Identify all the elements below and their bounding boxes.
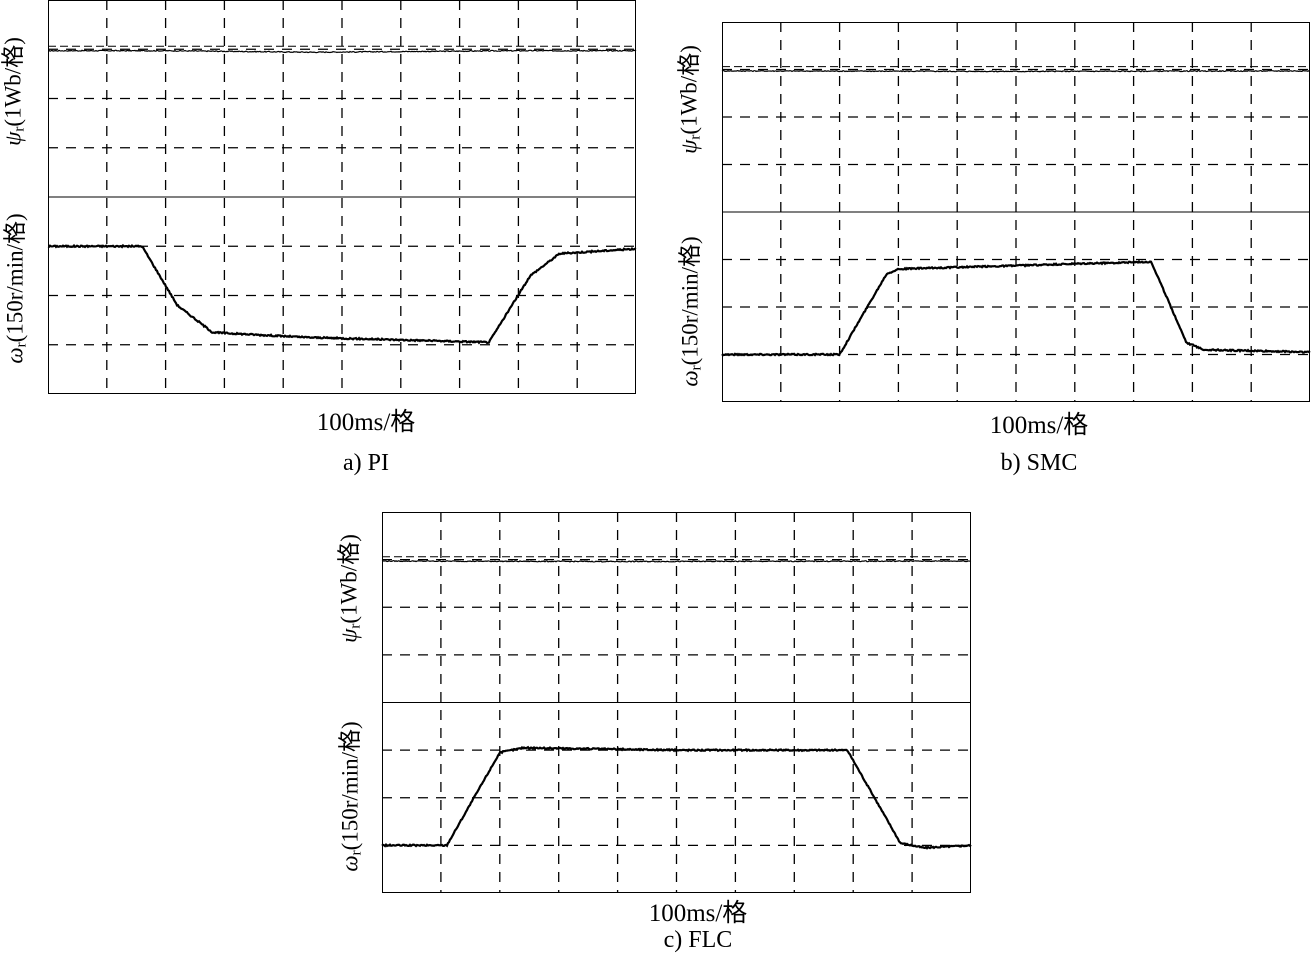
- speed-axis-label: ωr(150r/min/格): [337, 721, 365, 872]
- flux-axis-label: ψr(1Wb/格): [0, 37, 28, 146]
- time-axis-label: 100ms/格: [989, 412, 1089, 439]
- scope-plot-flc: [381, 512, 972, 893]
- scope-plot-pi: [47, 0, 637, 394]
- panel-caption: a) PI: [343, 450, 389, 476]
- flux-trace: [721, 69, 1311, 73]
- flux-trace: [47, 49, 637, 54]
- speed-axis-label: ωr(150r/min/格): [677, 236, 705, 387]
- flux-axis-label: ψr(1Wb/格): [336, 534, 364, 643]
- time-axis-label: 100ms/格: [316, 409, 416, 436]
- speed-trace: [47, 243, 637, 345]
- time-axis-label: 100ms/格: [648, 900, 748, 927]
- panel-caption: b) SMC: [1000, 450, 1078, 476]
- scope-plot-smc: [721, 22, 1311, 402]
- speed-trace: [721, 259, 1311, 357]
- speed-axis-label: ωr(150r/min/格): [2, 213, 30, 364]
- flux-axis-label: ψr(1Wb/格): [676, 45, 704, 154]
- panel-caption: c) FLC: [663, 927, 733, 953]
- flux-trace: [381, 559, 972, 563]
- speed-trace: [381, 745, 972, 850]
